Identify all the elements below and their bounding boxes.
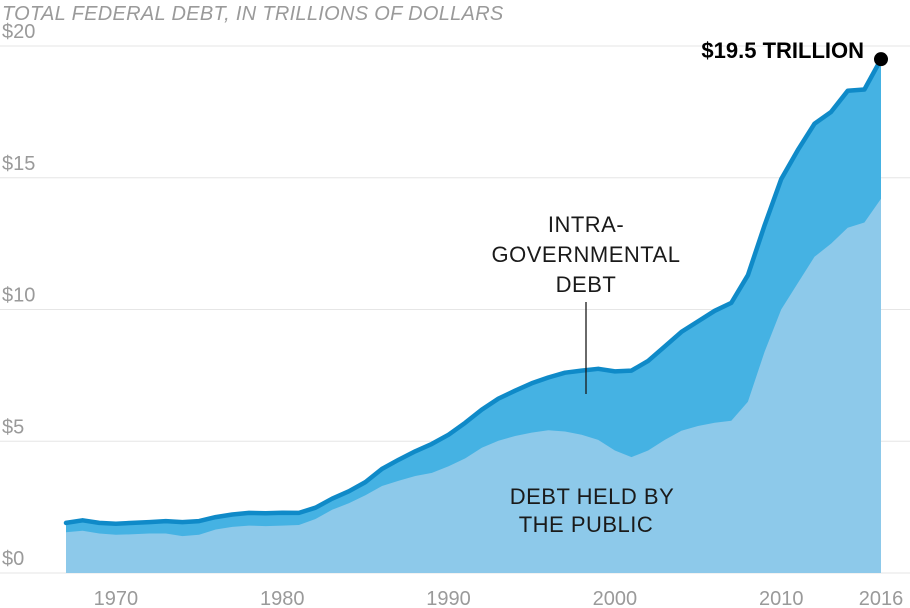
intra-label-line-2: GOVERNMENTAL (492, 242, 681, 267)
x-tick-label: 2010 (759, 588, 804, 608)
total-debt-line (63, 56, 884, 526)
intra-label-line-3: DEBT (556, 272, 617, 297)
endpoint-callout: $19.5 TRILLION (701, 38, 864, 63)
x-tick-label: 1990 (426, 588, 471, 608)
public-debt-area (66, 198, 881, 574)
y-tick-label: $10 (2, 285, 35, 307)
annotations: INTRA- GOVERNMENTAL DEBT DEBT HELD BY TH… (492, 38, 864, 537)
areas (66, 59, 881, 574)
x-tick-label: 2000 (593, 588, 638, 608)
endpoint-marker (874, 52, 888, 67)
y-tick-label: $20 (2, 21, 35, 43)
lines (63, 52, 888, 526)
y-tick-label: $5 (2, 416, 24, 438)
x-tick-label: 1980 (260, 588, 305, 608)
x-axis-ticks: 1970 1980 1990 2000 2010 2016 (94, 588, 904, 608)
public-label-line-2: THE PUBLIC (519, 512, 654, 537)
x-tick-label: 1970 (94, 588, 139, 608)
public-label-line-1: DEBT HELD BY (510, 484, 675, 509)
chart-title: TOTAL FEDERAL DEBT, IN TRILLIONS OF DOLL… (2, 3, 504, 25)
y-axis-ticks: $0 $5 $10 $15 $20 (2, 21, 35, 570)
intra-label-line-1: INTRA- (548, 212, 624, 237)
x-tick-label: 2016 (859, 588, 904, 608)
y-tick-label: $0 (2, 548, 24, 570)
y-tick-label: $15 (2, 153, 35, 175)
